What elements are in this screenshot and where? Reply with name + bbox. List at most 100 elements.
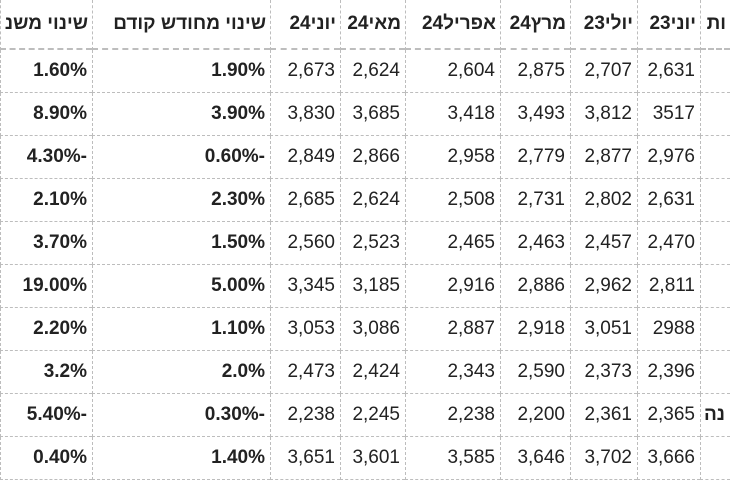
table-cell: 3,685	[340, 93, 405, 136]
table-row: 2,396 2,373 2,590 2,343 2,424 2,473 2.0% 3.2%	[0, 351, 730, 394]
table-cell: 2,673	[270, 50, 340, 93]
header-cell: מרץ24	[500, 0, 570, 50]
table-cell	[700, 308, 730, 351]
table-cell	[700, 437, 730, 480]
table-cell: 2,849	[270, 136, 340, 179]
table-cell: 2,802	[570, 179, 637, 222]
header-cell: אפריל24	[405, 0, 500, 50]
table-cell: 3,651	[270, 437, 340, 480]
table-cell: נה	[700, 394, 730, 437]
table-cell: 3,702	[570, 437, 637, 480]
table-cell: 2,238	[270, 394, 340, 437]
table-cell: 2,811	[637, 265, 700, 308]
table-cell: 3,418	[405, 93, 500, 136]
table-cell: 2,918	[500, 308, 570, 351]
table-cell: 5.40%-	[0, 394, 92, 437]
table-cell: 3,646	[500, 437, 570, 480]
table-cell: 2,457	[570, 222, 637, 265]
table-cell: 2,976	[637, 136, 700, 179]
table-cell: 2,962	[570, 265, 637, 308]
table-cell: 5.00%	[92, 265, 270, 308]
table-cell	[700, 265, 730, 308]
table-cell: 2988	[637, 308, 700, 351]
table-cell: 2,470	[637, 222, 700, 265]
table-row: 2,470 2,457 2,463 2,465 2,523 2,560 1.50% 3.70%	[0, 222, 730, 265]
table-cell: 2,590	[500, 351, 570, 394]
table-cell: 2,685	[270, 179, 340, 222]
table-cell	[700, 351, 730, 394]
table-cell: 2,779	[500, 136, 570, 179]
table-cell: 2,560	[270, 222, 340, 265]
table-cell: 3.90%	[92, 93, 270, 136]
table-cell: 2,365	[637, 394, 700, 437]
table-cell: 2,731	[500, 179, 570, 222]
table-cell: 2,245	[340, 394, 405, 437]
table-cell: 3517	[637, 93, 700, 136]
table-cell: 2,875	[500, 50, 570, 93]
table-cell: 8.90%	[0, 93, 92, 136]
table-cell: 2,604	[405, 50, 500, 93]
table-cell: 2,877	[570, 136, 637, 179]
table-cell: 3,830	[270, 93, 340, 136]
table-cell: 2,916	[405, 265, 500, 308]
table-cell	[700, 222, 730, 265]
table-cell: 0.60%-	[92, 136, 270, 179]
header-row: ות יוני23 יולי23 מרץ24 אפריל24 מאי24 יוני24 שינ…	[0, 0, 730, 50]
header-cell: שינוי מחודש קודם	[92, 0, 270, 50]
table-cell: 2.30%	[92, 179, 270, 222]
table-row: 3517 3,812 3,493 3,418 3,685 3,830 3.90% 8.90%	[0, 93, 730, 136]
table-row: 2,976 2,877 2,779 2,958 2,866 2,849 0.60%- 4.30…	[0, 136, 730, 179]
table-cell: 2,473	[270, 351, 340, 394]
table-cell: 1.60%	[0, 50, 92, 93]
header-cell: שינוי משנ	[0, 0, 92, 50]
table-cell: 3,053	[270, 308, 340, 351]
table-cell: 2,343	[405, 351, 500, 394]
table-cell: 2,631	[637, 50, 700, 93]
header-cell: יוני23	[637, 0, 700, 50]
table-cell: 2,200	[500, 394, 570, 437]
table-cell: 3.2%	[0, 351, 92, 394]
table-cell: 4.30%-	[0, 136, 92, 179]
table-cell: 2.0%	[92, 351, 270, 394]
table-cell: 3,345	[270, 265, 340, 308]
table-row: 2,631 2,707 2,875 2,604 2,624 2,673 1.90% 1.60%	[0, 50, 730, 93]
table-cell: 3.70%	[0, 222, 92, 265]
table-cell: 1.90%	[92, 50, 270, 93]
table-cell: 3,493	[500, 93, 570, 136]
table-cell	[700, 50, 730, 93]
table-cell: 0.40%	[0, 437, 92, 480]
table-cell: 2,958	[405, 136, 500, 179]
table-cell: 3,086	[340, 308, 405, 351]
table-cell: 2,463	[500, 222, 570, 265]
table-row: 2988 3,051 2,918 2,887 3,086 3,053 1.10% 2.20%	[0, 308, 730, 351]
table-cell: 2,624	[340, 179, 405, 222]
table-cell: 2,523	[340, 222, 405, 265]
table-cell: 2,373	[570, 351, 637, 394]
table-cell: 2,707	[570, 50, 637, 93]
table-cell: 2,887	[405, 308, 500, 351]
table-cell	[700, 136, 730, 179]
table-cell: 2,238	[405, 394, 500, 437]
header-cell: יוני24	[270, 0, 340, 50]
table-row: 2,811 2,962 2,886 2,916 3,185 3,345 5.00% 19.00…	[0, 265, 730, 308]
table-row: 3,666 3,702 3,646 3,585 3,601 3,651 1.40% 0.40%	[0, 437, 730, 480]
table-cell: 3,585	[405, 437, 500, 480]
table-cell	[700, 93, 730, 136]
table-cell: 0.30%-	[92, 394, 270, 437]
table-cell: 3,601	[340, 437, 405, 480]
table-cell: 2,424	[340, 351, 405, 394]
table-cell: 19.00%	[0, 265, 92, 308]
header-cell: מאי24	[340, 0, 405, 50]
table-cell: 2,508	[405, 179, 500, 222]
table-cell: 2.20%	[0, 308, 92, 351]
table-cell: 3,666	[637, 437, 700, 480]
table-cell: 2,361	[570, 394, 637, 437]
table-cell: 2,631	[637, 179, 700, 222]
table-cell: 1.10%	[92, 308, 270, 351]
table-cell: 2,866	[340, 136, 405, 179]
table-cell: 2,886	[500, 265, 570, 308]
table-row: 2,631 2,802 2,731 2,508 2,624 2,685 2.30% 2.10%	[0, 179, 730, 222]
table-cell: 3,051	[570, 308, 637, 351]
table-row: נה 2,365 2,361 2,200 2,238 2,245 2,238 0.30%- 5.…	[0, 394, 730, 437]
